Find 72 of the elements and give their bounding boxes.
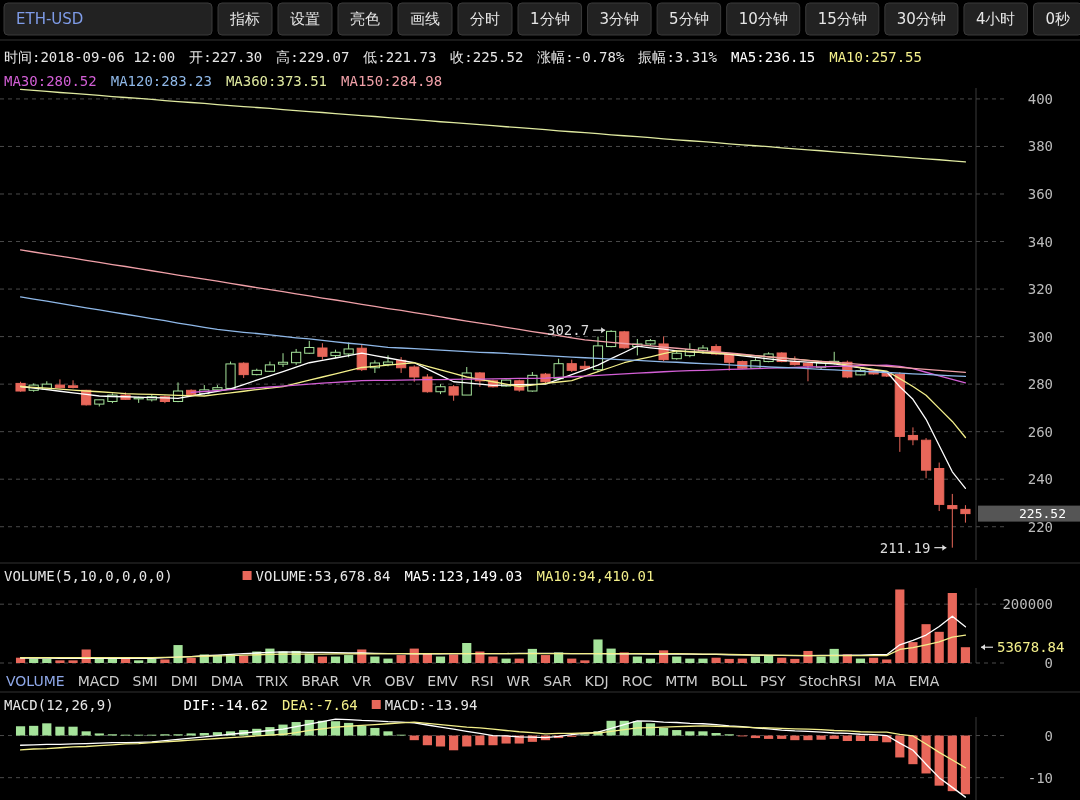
y-tick-label: 280 (1027, 376, 1053, 393)
y-tick-label: 240 (1027, 471, 1053, 488)
text: 时间:2018-09-06 12:00 (4, 49, 176, 65)
text: 0秒 (1045, 10, 1071, 28)
text: DMI (170, 673, 198, 689)
text: MTM (665, 673, 698, 689)
text: EMV (427, 673, 459, 689)
text: MA10:94,410.01 (536, 568, 655, 584)
text: MA5:236.15 (730, 49, 816, 65)
chart-title: VOLUME(5,10,0,0,0,0) (4, 568, 173, 584)
series-label: MA360:373.51 (225, 73, 328, 89)
text: 10分钟 (738, 10, 788, 28)
y-tick-label: -10 (1027, 769, 1053, 786)
text: VOLUME (6, 673, 65, 689)
text: RSI (470, 673, 494, 689)
text: 指标 (229, 10, 260, 28)
legend-label: VOLUME:53,678.84 (255, 568, 391, 584)
text: StochRSI (798, 673, 862, 689)
text: 画线 (410, 10, 440, 28)
text: WR (506, 673, 531, 689)
y-tick-label: 0 (1044, 655, 1053, 671)
annotation: 302.7 (546, 322, 590, 339)
text: BOLL (710, 673, 748, 689)
series-label: DIF:-14.62 (183, 697, 268, 713)
y-tick-label: 0 (1044, 727, 1053, 744)
legend-label: MACD:-13.94 (384, 697, 478, 713)
chart-title: MACD(12,26,9) (4, 697, 114, 713)
annotation: 211.19 (879, 539, 931, 556)
text: MA120:283.23 (110, 73, 212, 89)
text: MACD (77, 673, 120, 689)
text: 1分钟 (530, 10, 570, 28)
text: TRIX (255, 673, 289, 689)
text: VR (352, 673, 372, 689)
text: 3分钟 (599, 10, 640, 28)
text: 开:227.30 (189, 49, 263, 65)
y-tick-label: 200000 (1002, 596, 1053, 613)
y-tick-label: 340 (1027, 233, 1053, 250)
text: 设置 (290, 10, 320, 28)
text: MA5:123,149.03 (404, 568, 523, 584)
y-tick-label: 260 (1027, 423, 1053, 440)
series-label: DEA:-7.64 (281, 697, 358, 713)
text: MA10:257.55 (829, 49, 922, 65)
text: 5分钟 (669, 10, 709, 28)
text: KDJ (584, 673, 609, 689)
text: 高:229.07 (276, 49, 350, 65)
text: 53678.84 (997, 639, 1065, 656)
text: 分时 (470, 10, 500, 28)
text: 亮色 (350, 10, 380, 28)
text: 30分钟 (896, 10, 946, 28)
text: MA150:284.98 (341, 73, 443, 89)
text: SMI (132, 673, 158, 689)
text: EMA (908, 673, 940, 689)
y-tick-label: 380 (1027, 138, 1053, 155)
text: PSY (759, 673, 787, 689)
text: BRAR (301, 673, 340, 689)
text: MA30:280.52 (4, 73, 97, 89)
text: 低:221.73 (363, 49, 437, 65)
text: OBV (384, 673, 415, 689)
text: 收:225.52 (450, 49, 524, 65)
text: ROC (621, 673, 653, 689)
y-tick-label: 320 (1027, 281, 1053, 298)
text: 15分钟 (817, 10, 867, 28)
text: 4小时 (975, 10, 1016, 28)
text: MA (874, 673, 897, 689)
text: 涨幅:-0.78% (537, 49, 625, 65)
y-tick-label: 360 (1027, 186, 1053, 202)
y-tick-label: 400 (1027, 90, 1053, 107)
text: DMA (210, 673, 244, 689)
text: ETH-USD (16, 10, 84, 28)
y-tick-label: 300 (1027, 328, 1053, 345)
text: 振幅:3.31% (638, 49, 718, 65)
text: SAR (543, 673, 572, 689)
